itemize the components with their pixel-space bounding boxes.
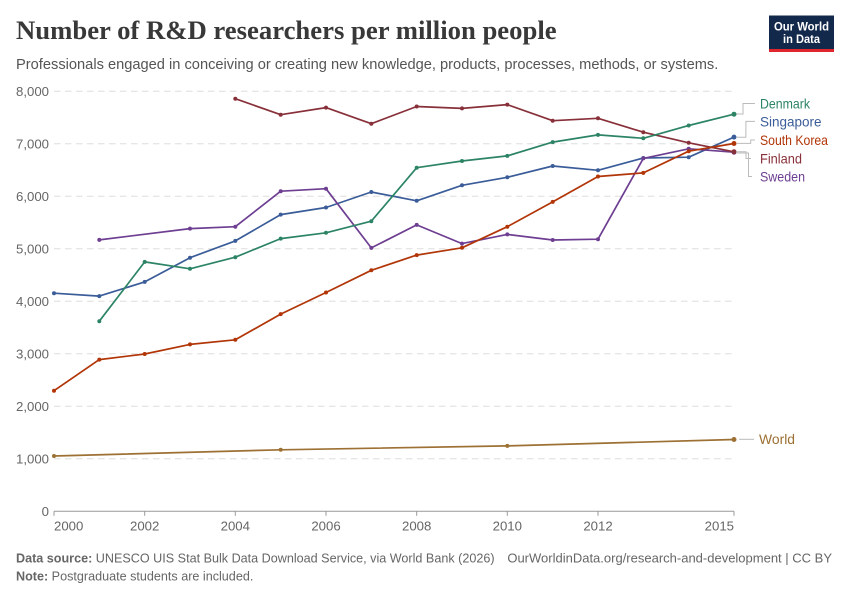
- svg-text:in Data: in Data: [783, 34, 821, 46]
- svg-text:4,000: 4,000: [16, 294, 49, 309]
- svg-text:8,000: 8,000: [16, 84, 49, 99]
- svg-text:3,000: 3,000: [16, 346, 49, 361]
- svg-text:5,000: 5,000: [16, 241, 49, 256]
- svg-text:Number of R&D researchers per: Number of R&D researchers per million pe…: [16, 15, 557, 45]
- svg-text:Data source: UNESCO UIS Stat B: Data source: UNESCO UIS Stat Bulk Data D…: [16, 552, 495, 566]
- svg-text:2010: 2010: [493, 518, 522, 533]
- svg-text:2012: 2012: [583, 518, 612, 533]
- svg-text:2004: 2004: [221, 518, 250, 533]
- svg-text:2,000: 2,000: [16, 399, 49, 414]
- svg-text:2002: 2002: [130, 518, 159, 533]
- svg-text:Our World: Our World: [774, 22, 829, 34]
- svg-text:7,000: 7,000: [16, 136, 49, 151]
- svg-text:Singapore: Singapore: [760, 115, 822, 130]
- svg-text:0: 0: [42, 504, 49, 519]
- svg-text:Note: Postgraduate students ar: Note: Postgraduate students are included…: [16, 570, 253, 584]
- svg-text:Denmark: Denmark: [760, 97, 810, 112]
- svg-text:Sweden: Sweden: [760, 170, 805, 185]
- svg-text:2006: 2006: [311, 518, 340, 533]
- svg-text:1,000: 1,000: [16, 451, 49, 466]
- svg-text:South Korea: South Korea: [760, 133, 828, 148]
- svg-text:World: World: [759, 432, 795, 447]
- svg-text:OurWorldinData.org/research-an: OurWorldinData.org/research-and-developm…: [507, 551, 832, 566]
- svg-text:Professionals engaged in conce: Professionals engaged in conceiving or c…: [16, 57, 718, 73]
- svg-text:6,000: 6,000: [16, 189, 49, 204]
- svg-text:2000: 2000: [54, 518, 83, 533]
- svg-text:2008: 2008: [402, 518, 431, 533]
- svg-text:2015: 2015: [705, 518, 734, 533]
- svg-text:Finland: Finland: [760, 152, 802, 167]
